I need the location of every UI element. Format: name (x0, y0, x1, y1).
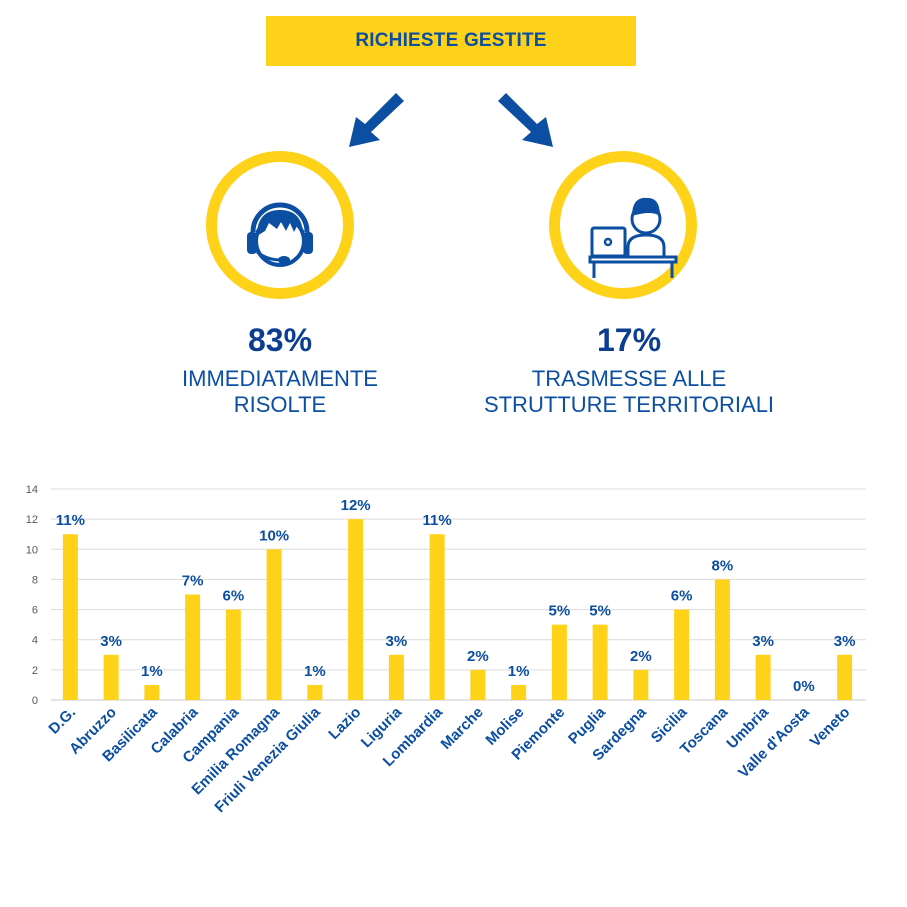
data-label: 2% (630, 648, 652, 665)
data-label: 5% (549, 603, 571, 620)
y-tick-label: 2 (32, 665, 38, 677)
right-circle (549, 151, 697, 299)
bar (470, 669, 486, 700)
desk-laptop-worker-icon (588, 197, 678, 278)
y-tick-label: 12 (26, 514, 38, 526)
bar (307, 684, 323, 700)
data-label: 6% (223, 588, 245, 605)
data-label: 3% (834, 633, 856, 650)
bar (62, 534, 78, 700)
data-label: 6% (671, 588, 693, 605)
right-description: TRASMESSE ALLE STRUTTURE TERRITORIALI (449, 366, 809, 418)
bar (511, 684, 527, 700)
left-line1: IMMEDIATAMENTE (182, 366, 378, 391)
left-line2: RISOLTE (233, 392, 327, 417)
title: RICHIESTE GESTITE (355, 30, 547, 51)
data-label: 3% (752, 633, 774, 650)
headset-operator-icon (247, 202, 313, 267)
data-label: 8% (712, 557, 734, 574)
bar (837, 654, 853, 700)
bar (551, 624, 567, 700)
data-label: 7% (182, 573, 204, 590)
right-line2: STRUTTURE TERRITORIALI (483, 392, 775, 417)
bar (144, 684, 160, 700)
bar (103, 654, 119, 700)
bar (633, 669, 649, 700)
x-tick-label: Valle d'Aosta (735, 703, 813, 781)
data-label: 12% (341, 497, 371, 514)
y-tick-label: 4 (32, 635, 38, 647)
title-banner: RICHIESTE GESTITE (266, 16, 636, 66)
bar (185, 594, 201, 700)
y-tick-label: 6 (32, 605, 38, 617)
data-label: 3% (386, 633, 408, 650)
y-tick-label: 8 (32, 574, 38, 586)
data-label: 3% (100, 633, 122, 650)
right-line1: TRASMESSE ALLE (531, 366, 727, 391)
data-label: 1% (508, 663, 530, 680)
arrow-down-left-icon (349, 93, 404, 147)
data-label: 1% (141, 663, 163, 680)
x-tick-label: D.G. (45, 704, 79, 738)
bar (714, 579, 730, 700)
arrow-down-right-icon (498, 93, 553, 147)
x-tick-label: Marche (438, 704, 487, 753)
data-label: 0% (793, 678, 815, 695)
data-label: 10% (259, 527, 289, 544)
bar (429, 534, 445, 700)
bar (592, 624, 608, 700)
x-tick-label: Veneto (807, 704, 854, 751)
data-label: 11% (423, 512, 452, 529)
data-label: 2% (467, 648, 489, 665)
bar (348, 519, 364, 700)
left-percent: 83% (247, 322, 313, 358)
data-label: 11% (56, 512, 85, 529)
bar (225, 609, 241, 700)
bar (266, 549, 282, 700)
y-tick-label: 10 (26, 544, 38, 556)
bar (674, 609, 690, 700)
bar (755, 654, 771, 700)
left-description: IMMEDIATAMENTE RISOLTE (100, 366, 460, 418)
data-label: 5% (589, 603, 611, 620)
y-tick-label: 0 (32, 695, 38, 707)
y-tick-label: 14 (26, 484, 38, 496)
right-percent: 17% (596, 322, 662, 358)
data-label: 1% (304, 663, 326, 680)
bar (388, 654, 404, 700)
left-circle (206, 151, 354, 299)
